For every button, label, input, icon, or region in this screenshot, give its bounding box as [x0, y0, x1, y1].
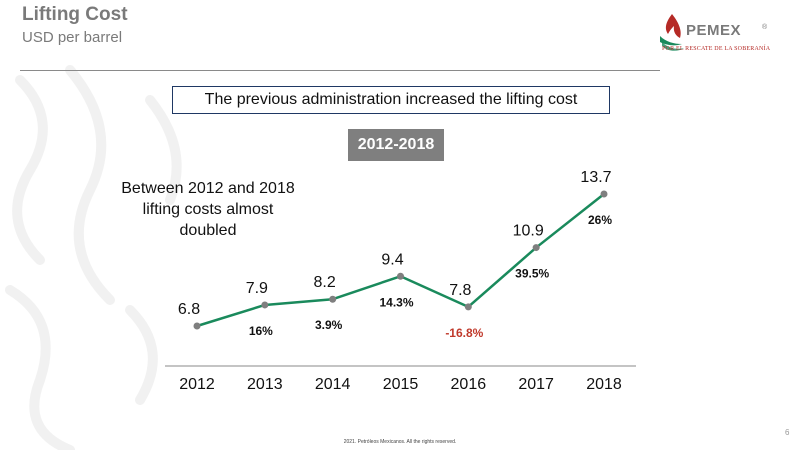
x-tick-label: 2013 [247, 376, 283, 393]
pemex-logo-icon [660, 14, 684, 51]
data-label: 7.9 [246, 280, 268, 297]
change-label: 16% [249, 324, 273, 338]
data-label: 9.4 [381, 251, 403, 268]
change-label: 14.3% [379, 295, 413, 309]
x-tick-label: 2012 [179, 376, 215, 393]
data-label: 8.2 [314, 274, 336, 291]
data-point [532, 244, 540, 252]
change-label: 3.9% [315, 318, 343, 332]
page-title: Lifting Cost [22, 4, 128, 25]
change-label: 39.5% [515, 267, 549, 281]
x-tick-label: 2017 [518, 376, 554, 393]
logo-registered-mark: ® [762, 24, 768, 31]
data-label: 10.9 [513, 223, 544, 240]
page-subtitle: USD per barrel [22, 29, 123, 46]
data-label: 6.8 [178, 301, 200, 318]
change-label: 26% [588, 213, 612, 227]
change-label: -16.8% [445, 326, 483, 340]
data-point [600, 190, 608, 198]
x-tick-label: 2014 [315, 376, 351, 393]
footer-copyright: 2021. Petróleos Mexicanos. All the right… [343, 439, 457, 445]
logo-wordmark: PEMEX [686, 22, 742, 39]
data-label: 7.8 [449, 282, 471, 299]
data-point [464, 303, 472, 311]
background-pattern [5, 65, 182, 450]
x-tick-label: 2018 [586, 376, 622, 393]
data-point [397, 272, 404, 280]
x-tick-label: 2016 [451, 376, 487, 393]
logo-tagline: POR EL RESCATE DE LA SOBERANÍA [662, 46, 771, 52]
data-point [193, 322, 201, 330]
header-divider [20, 70, 660, 71]
data-point [329, 295, 337, 303]
data-point [261, 301, 269, 309]
callout-box: The previous administration increased th… [172, 86, 610, 114]
chart-note: Between 2012 and 2018 lifting costs almo… [121, 180, 295, 239]
x-tick-label: 2015 [383, 376, 419, 393]
page-number: 6 [785, 428, 790, 437]
period-badge: 2012-2018 [348, 129, 444, 161]
data-label: 13.7 [580, 169, 611, 186]
